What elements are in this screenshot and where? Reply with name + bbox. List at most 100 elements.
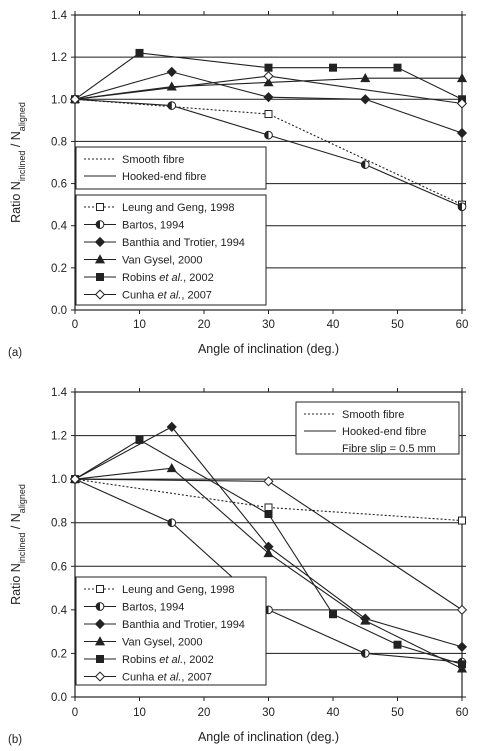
data-point bbox=[135, 48, 144, 57]
legend-marker bbox=[96, 585, 104, 593]
legend-series-label-part: et al. bbox=[157, 290, 181, 302]
data-point bbox=[360, 72, 371, 83]
series-line bbox=[74, 98, 463, 206]
x-tick-label: 60 bbox=[456, 707, 469, 719]
x-tick-label: 20 bbox=[198, 319, 211, 331]
y-tick-label: 0.4 bbox=[51, 605, 68, 617]
legend-box bbox=[75, 146, 267, 190]
legend-series-label: Van Gysel, 2000 bbox=[122, 637, 203, 649]
y-tick-label: 1.0 bbox=[51, 94, 67, 106]
data-point bbox=[135, 435, 144, 444]
data-point bbox=[329, 63, 337, 72]
data-point bbox=[360, 649, 370, 658]
legend-series-label: Leung and Geng, 1998 bbox=[122, 584, 235, 596]
legend-entry-label: Hooked-end fibre bbox=[342, 426, 426, 438]
legend-series-label-part: Robins bbox=[122, 654, 159, 666]
legend-series-label-part: Cunha bbox=[122, 290, 157, 302]
panel-b: 0.0 0.2 0.4 0.6 0.8 1.0 1.2 1.4 0 10 20 30 40 50 60 Ang… bbox=[8, 387, 468, 746]
data-point bbox=[263, 476, 274, 487]
marker-fill bbox=[96, 602, 100, 611]
legend-series-label-part: et al. bbox=[159, 272, 183, 284]
y-axis-title-sub2: aligned bbox=[17, 102, 27, 131]
x-tick-label: 40 bbox=[327, 707, 340, 719]
data-point bbox=[457, 202, 467, 212]
data-point bbox=[264, 510, 273, 518]
data-point bbox=[263, 77, 274, 87]
legend-marker bbox=[94, 636, 106, 646]
legend-series-label-part: Robins bbox=[122, 272, 159, 284]
data-point bbox=[166, 421, 177, 432]
marker-fill bbox=[96, 220, 100, 229]
marker-fill bbox=[361, 649, 366, 658]
legend-series-label: Banthia and Trotier, 1994 bbox=[122, 619, 245, 631]
legend-entry-label: Fibre slip = 0.5 mm bbox=[342, 443, 436, 455]
legend-marker bbox=[95, 220, 105, 229]
legend-series-label-part: , 2002 bbox=[183, 272, 214, 284]
y-tick-label: 0.8 bbox=[51, 518, 67, 530]
y-axis-title-base: Ratio N bbox=[9, 563, 23, 605]
legend-series-label-part: , 2007 bbox=[181, 290, 212, 302]
data-point bbox=[458, 516, 466, 525]
legend-marker bbox=[96, 273, 104, 281]
line-style-legend: Smooth fibre Hooked-end fibre bbox=[75, 146, 267, 190]
marker-fill bbox=[361, 160, 366, 169]
y-axis-title-sub2: aligned bbox=[17, 484, 27, 513]
series-5 bbox=[69, 71, 468, 109]
y-axis-title-sub1: inclined bbox=[17, 533, 27, 564]
y-tick-label: 1.2 bbox=[51, 52, 67, 64]
legend-series-label: Cunha et al., 2007 bbox=[122, 290, 212, 302]
legend-series-label-part: et al. bbox=[159, 654, 183, 666]
x-tick-label: 10 bbox=[133, 319, 146, 331]
series-legend: Leung and Geng, 1998 Bartos, 1994 Banthia … bbox=[75, 194, 267, 306]
legend-marker bbox=[95, 602, 105, 611]
legend-series-label-part: et al. bbox=[157, 672, 181, 684]
data-point bbox=[264, 63, 273, 72]
legend-marker bbox=[94, 289, 106, 300]
legend-series-label: Leung and Geng, 1998 bbox=[122, 202, 235, 214]
series-line bbox=[74, 52, 463, 100]
legend-series-label: Van Gysel, 2000 bbox=[122, 255, 203, 267]
legend-series-label: Robins et al., 2002 bbox=[122, 654, 214, 666]
legend-marker bbox=[96, 655, 104, 663]
data-point bbox=[393, 63, 402, 72]
data-point bbox=[456, 98, 468, 109]
plot-frame bbox=[74, 391, 463, 698]
data-point bbox=[264, 503, 273, 512]
data-point bbox=[263, 71, 274, 82]
data-point bbox=[360, 615, 371, 625]
legend-series-label: Bartos, 1994 bbox=[122, 602, 184, 614]
y-axis-title-mid: / N bbox=[9, 513, 23, 532]
legend-series-label-part: , 2002 bbox=[183, 654, 214, 666]
y-axis-title-mid: / N bbox=[9, 131, 23, 150]
y-tick-label: 0.8 bbox=[51, 136, 67, 148]
legend-series-label-part: Van Gysel, 2000 bbox=[122, 637, 203, 649]
y-axis-title-base: Ratio N bbox=[9, 181, 23, 223]
legend-marker bbox=[94, 254, 106, 264]
y-axis-title: Ratio Ninclined / Naligned bbox=[9, 102, 27, 223]
legend-series-label-part: Banthia and Trotier, 1994 bbox=[122, 619, 245, 631]
panel-label: (a) bbox=[8, 347, 22, 359]
legend-entry-label: Smooth fibre bbox=[122, 154, 184, 166]
panel-label: (b) bbox=[8, 734, 22, 746]
x-tick-label: 60 bbox=[456, 319, 469, 331]
data-point bbox=[456, 641, 468, 652]
data-point bbox=[166, 463, 177, 473]
legend-box bbox=[295, 401, 460, 455]
y-tick-label: 0.4 bbox=[51, 221, 68, 233]
series-5 bbox=[69, 474, 468, 615]
data-point bbox=[456, 72, 468, 83]
plot-frame bbox=[74, 14, 463, 311]
y-tick-label: 1.4 bbox=[51, 387, 68, 399]
y-tick-label: 1.0 bbox=[51, 474, 67, 486]
series-legend: Leung and Geng, 1998 Bartos, 1994 Banthia … bbox=[75, 576, 267, 686]
y-tick-label: 0.0 bbox=[51, 305, 67, 317]
marker-fill bbox=[458, 202, 462, 211]
x-axis-title: Angle of inclination (deg.) bbox=[198, 342, 339, 356]
series-line bbox=[74, 439, 463, 665]
data-point bbox=[166, 66, 177, 77]
x-tick-label: 20 bbox=[198, 707, 211, 719]
marker-fill bbox=[167, 101, 172, 110]
data-point bbox=[263, 547, 274, 558]
panel-a: 0.0 0.2 0.4 0.6 0.8 1.0 1.2 1.4 0 10 20 30 40 50 60 Ang… bbox=[8, 10, 468, 359]
